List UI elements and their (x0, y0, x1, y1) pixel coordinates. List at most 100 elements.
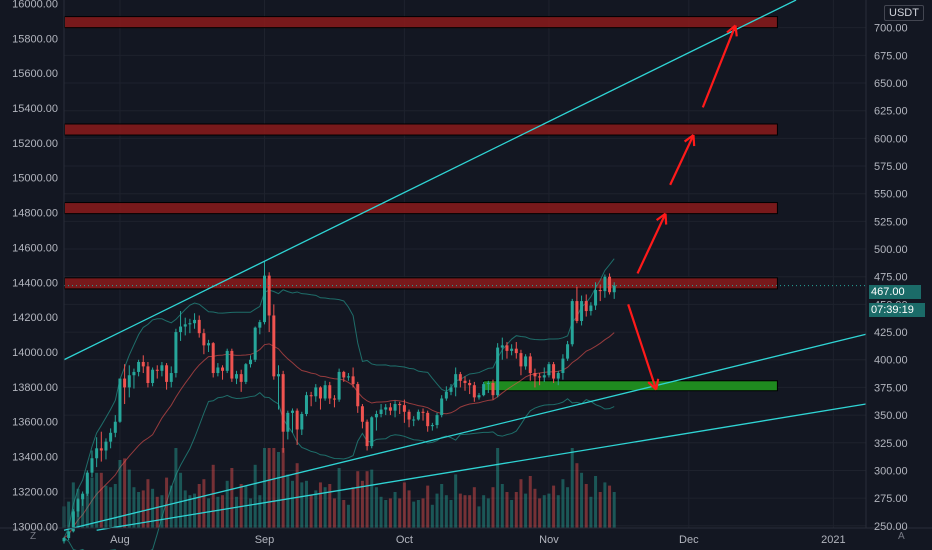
volume-bar (533, 488, 537, 528)
time-axis[interactable]: Aug Sep Oct Nov Dec 2021 (110, 534, 845, 546)
left-tick-label: 13600.00 (12, 417, 58, 429)
right-axis[interactable]: 700.00 675.00 650.00 625.00 600.00 575.00 550.… (874, 23, 908, 533)
bollinger-upper (63, 258, 615, 539)
right-tick-label: 425.00 (874, 327, 908, 339)
candle-body (146, 366, 150, 383)
candle-body (374, 413, 378, 418)
volume-bar (514, 492, 518, 528)
candle-body (62, 537, 66, 542)
projection-arrow (701, 25, 737, 108)
candle-body (416, 411, 420, 420)
volume-bar (328, 484, 332, 528)
candle-body (309, 395, 313, 397)
candle-body (430, 425, 434, 427)
volume-bar (463, 495, 467, 528)
volume-bar (524, 493, 528, 528)
candle-body (463, 380, 467, 383)
volume-bar (169, 485, 173, 528)
time-tick-label: Sep (255, 534, 275, 546)
volume-bar (407, 490, 411, 528)
candle-body (612, 285, 616, 293)
projection-arrow (669, 134, 695, 186)
volume-bar (109, 487, 113, 528)
candle-body (589, 305, 593, 312)
time-tick-label: Aug (110, 534, 130, 546)
left-tick-label: 13200.00 (12, 486, 58, 498)
candle-body (332, 398, 336, 400)
candle-body (360, 406, 364, 422)
volume-bar (290, 480, 294, 528)
volume-bar (552, 485, 556, 528)
left-tick-label: 14200.00 (12, 312, 58, 324)
left-tick-label: 13400.00 (12, 452, 58, 464)
candle-body (263, 275, 266, 323)
candle-body (160, 365, 164, 371)
candle-body (81, 493, 85, 500)
time-tick-label: Dec (679, 534, 699, 546)
volume-bar (267, 448, 271, 528)
candle-body (510, 348, 514, 351)
volume-bar (510, 500, 514, 528)
volume-bar (379, 496, 383, 528)
candle-body (584, 301, 588, 312)
candle-body (253, 327, 257, 360)
left-tick-label: 14800.00 (12, 208, 58, 220)
projection-arrowhead (683, 134, 695, 143)
candle-body (458, 374, 462, 381)
volume-bar (360, 480, 364, 528)
trendline (63, 0, 797, 361)
volume-bar (127, 469, 131, 528)
candle-body (188, 323, 192, 325)
volume-bar (132, 487, 136, 528)
candle-body (281, 374, 285, 432)
candle-body (542, 375, 546, 378)
volume-bar (202, 479, 206, 528)
candle-body (528, 356, 532, 374)
candle-body (314, 387, 318, 397)
right-tick-label: 350.00 (874, 410, 908, 422)
candle-body (398, 404, 402, 406)
right-tick-label: 525.00 (874, 216, 908, 228)
left-tick-label: 15200.00 (12, 138, 58, 150)
right-tick-label: 400.00 (874, 355, 908, 367)
volume-bar (594, 476, 598, 528)
volume-bar (393, 492, 397, 528)
candle-body (412, 419, 416, 421)
candle-body (421, 411, 425, 413)
left-corner-glyph[interactable]: Z (30, 531, 37, 542)
volume-bar (477, 506, 481, 528)
candle-body (407, 411, 411, 420)
volume-bar (598, 492, 602, 528)
candle-body (496, 347, 500, 396)
volume-bar (300, 482, 304, 528)
volume-bar (85, 479, 89, 528)
volume-bar (528, 476, 532, 528)
volume-bar (538, 498, 542, 528)
volume-bar (337, 468, 341, 528)
candle-body (193, 319, 197, 324)
currency-label[interactable]: USDT (884, 5, 924, 21)
candle-body (547, 364, 551, 376)
volume-bar (384, 500, 388, 528)
volume-bar (458, 493, 462, 528)
candle-body (216, 367, 220, 374)
volume-bar (183, 490, 187, 528)
left-tick-label: 14600.00 (12, 242, 58, 254)
candle-body (351, 376, 355, 385)
candle-body (197, 319, 201, 334)
volume-bar (374, 487, 378, 528)
candle-body (295, 410, 299, 430)
volume-bar (430, 504, 434, 528)
candle-body (468, 382, 472, 386)
right-tick-label: 600.00 (874, 133, 908, 145)
volume-bar (314, 490, 318, 528)
auto-scale-button[interactable]: A (898, 531, 905, 542)
candle-body (318, 387, 322, 399)
left-tick-label: 13800.00 (12, 382, 58, 394)
candle-body (221, 367, 225, 371)
right-tick-label: 675.00 (874, 50, 908, 62)
volume-bars (62, 448, 616, 528)
left-axis[interactable]: 16000.00 15800.00 15600.00 15400.00 15200.00… (12, 0, 58, 533)
volume-bar (589, 496, 593, 528)
